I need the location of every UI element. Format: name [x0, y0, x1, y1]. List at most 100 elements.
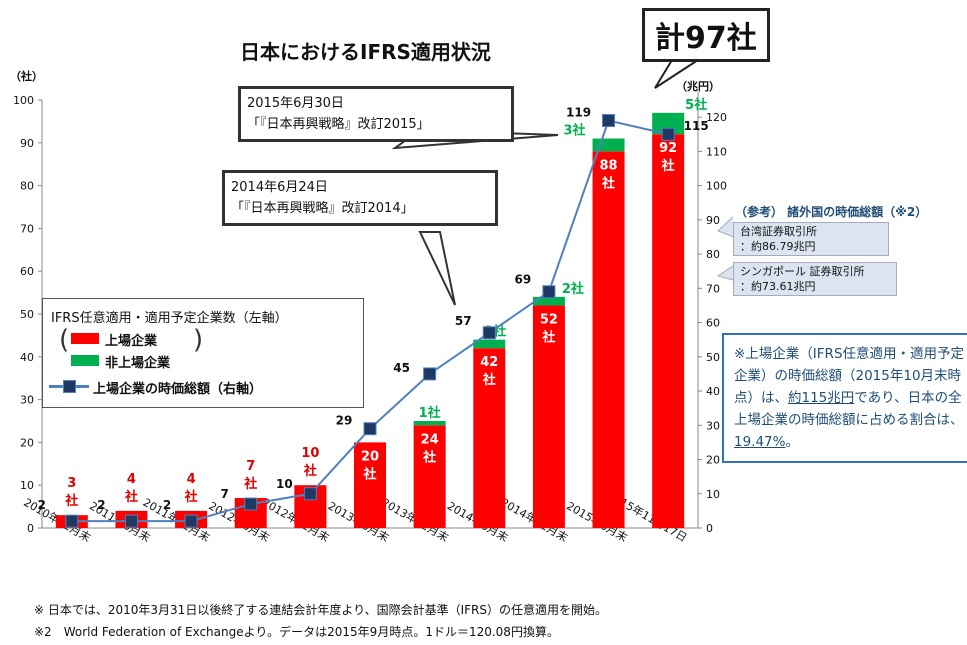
bar-listed — [532, 305, 565, 528]
callout-2014-text: 「『日本再興戦略』改訂2014」 — [231, 201, 414, 216]
legend-listed-label: 上場企業 — [105, 334, 158, 349]
right-tick-label: 90 — [706, 214, 720, 227]
footnote-2: ※2 World Federation of Exchangeより。データは20… — [34, 625, 559, 639]
market-cap-marker — [303, 487, 317, 501]
legend-heading: IFRS任意適用・適用予定企業数（左軸） — [51, 311, 288, 326]
market-cap-label: 10 — [276, 477, 293, 491]
right-tick-label: 20 — [706, 454, 720, 467]
market-cap-label: 45 — [393, 361, 410, 375]
reference-taiwan-name: 台湾証券取引所 — [740, 225, 817, 238]
bar-listed-unit: 社 — [541, 329, 555, 345]
bar-listed-value: 88 — [599, 158, 617, 173]
bar-listed-unit: 社 — [303, 463, 317, 479]
left-tick-label: 100 — [13, 94, 34, 107]
bar-listed-value: 4 — [127, 472, 136, 487]
reference-title: （参考） 諸外国の時価総額（※2） — [735, 205, 928, 219]
legend-bracket-left: ( — [59, 325, 70, 355]
left-tick-label: 80 — [20, 180, 34, 193]
bar-listed-unit: 社 — [482, 372, 496, 388]
left-tick-label: 0 — [27, 522, 34, 535]
left-tick-label: 70 — [20, 222, 34, 235]
bar-listed-unit: 社 — [124, 489, 138, 505]
right-tick-label: 70 — [706, 282, 720, 295]
reference-singapore: シンガポール 証券取引所 ：約73.61兆円 — [733, 262, 897, 296]
bar-unlisted-label: 2社 — [562, 281, 584, 297]
left-tick-label: 30 — [20, 394, 34, 407]
bar-listed — [354, 442, 386, 528]
market-cap-marker — [244, 497, 258, 511]
right-tick-label: 120 — [706, 111, 727, 124]
market-cap-label: 69 — [515, 273, 532, 287]
market-cap-marker — [602, 114, 616, 128]
market-cap-label: 119 — [566, 106, 591, 120]
market-cap-label: 57 — [455, 314, 472, 328]
bar-listed-unit: 社 — [362, 466, 376, 482]
callout-2014-date: 2014年6月24日 — [231, 180, 328, 195]
bar-listed-unit: 社 — [601, 175, 615, 191]
market-cap-marker — [184, 514, 198, 528]
bar-listed — [413, 425, 446, 528]
reference-singapore-value: ：約73.61兆円 — [740, 280, 816, 293]
note-value: 約115兆円 — [788, 390, 855, 406]
callout-2014: 2014年6月24日 「『日本再興戦略』改訂2014」 — [222, 170, 498, 226]
left-tick-label: 90 — [20, 137, 34, 150]
legend-bracket-right: ) — [193, 325, 204, 355]
bar-unlisted-label: 1社 — [419, 405, 441, 421]
legend-unlisted-label: 非上場企業 — [105, 356, 171, 371]
right-tick-label: 30 — [706, 419, 720, 432]
bar-listed-value: 92 — [659, 141, 677, 156]
reference-singapore-name: シンガポール 証券取引所 — [740, 265, 865, 278]
market-cap-label: 2 — [97, 498, 105, 512]
bar-unlisted-label: 3社 — [564, 123, 586, 139]
bar-listed — [652, 134, 685, 529]
note-middle: であり、日本の全上場企業の時価総額に占める割合は、 — [734, 390, 964, 428]
callout-2014-pointer — [418, 231, 456, 306]
market-cap-label: 7 — [221, 487, 229, 501]
footnote-1: ※ 日本では、2010年3月31日以後終了する連結会計年度より、国際会計基準（I… — [34, 603, 607, 617]
market-cap-marker — [661, 127, 675, 141]
market-cap-marker — [542, 285, 556, 299]
bar-listed — [592, 151, 625, 529]
left-tick-label: 10 — [20, 479, 34, 492]
left-tick-label: 50 — [20, 308, 34, 321]
callout-2015-text: 「『日本再興戦略』改訂2015」 — [247, 117, 430, 132]
bar-unlisted — [532, 296, 565, 306]
legend: IFRS任意適用・適用予定企業数（左軸） ( 上場企業 非上場企業 ) 上場企業… — [42, 298, 364, 408]
bar-listed-value: 3 — [67, 476, 76, 491]
legend-line-marker — [63, 380, 76, 393]
reference-singapore-pointer — [716, 265, 734, 281]
bar-listed-value: 20 — [361, 449, 379, 464]
right-tick-label: 0 — [706, 522, 713, 535]
reference-taiwan: 台湾証券取引所 ：約86.79兆円 — [733, 222, 889, 256]
bar-listed-unit: 社 — [661, 158, 675, 174]
right-tick-label: 10 — [706, 488, 720, 501]
legend-line-label: 上場企業の時価総額（右軸） — [93, 382, 263, 397]
market-cap-label: 29 — [336, 414, 353, 428]
bar-listed-value: 24 — [421, 432, 439, 447]
legend-unlisted-swatch — [71, 355, 99, 366]
total-badge: 計97社 — [642, 8, 770, 62]
reference-taiwan-pointer — [717, 216, 734, 238]
note-suffix: 。 — [785, 434, 799, 450]
right-tick-label: 110 — [706, 145, 727, 158]
right-tick-label: 60 — [706, 317, 720, 330]
right-tick-label: 50 — [706, 351, 720, 364]
market-cap-label: 2 — [163, 498, 171, 512]
market-cap-label: 2 — [38, 498, 46, 512]
bar-unlisted — [473, 339, 506, 349]
bar-listed-unit: 社 — [64, 493, 78, 509]
left-tick-label: 20 — [20, 436, 34, 449]
market-cap-marker — [482, 326, 496, 340]
callout-2015-date: 2015年6月30日 — [247, 96, 344, 111]
bar-listed-value: 10 — [301, 446, 319, 461]
note-prefix: ※上場企業（IFRS任意適用・適用予定企業）の時価総額（2015年10月末時点）… — [734, 346, 965, 406]
market-cap-marker — [423, 367, 437, 381]
right-tick-label: 80 — [706, 248, 720, 261]
market-cap-marker — [124, 514, 138, 528]
bar-listed-unit: 社 — [243, 476, 257, 492]
market-cap-marker — [363, 422, 377, 436]
bar-unlisted-label: 5社 — [685, 97, 707, 113]
right-tick-label: 40 — [706, 385, 720, 398]
bar-unlisted — [652, 112, 685, 135]
